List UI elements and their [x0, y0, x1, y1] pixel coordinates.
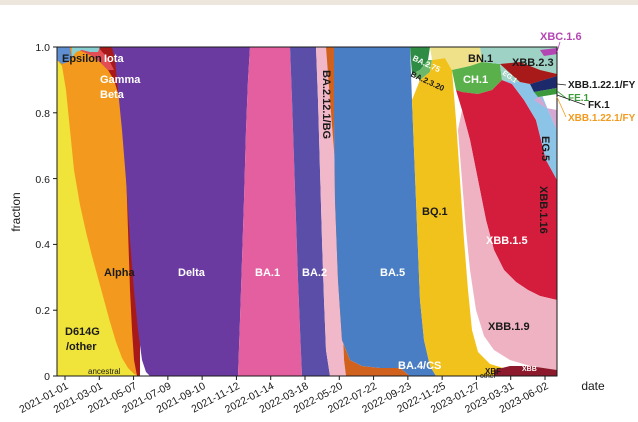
- y-tick-label: 0.2: [35, 305, 50, 317]
- label-ba2: BA.2: [302, 267, 327, 279]
- band-d614g-other: [57, 60, 140, 376]
- label-alpha: Alpha: [104, 267, 135, 279]
- label-eg5: EG.5: [539, 136, 551, 161]
- label-other-small: other: [480, 373, 497, 380]
- label-ba5: BA.5: [380, 267, 405, 279]
- y-tick-label: 0: [44, 371, 50, 383]
- band-delta: [112, 47, 250, 376]
- band-bn1: [430, 47, 482, 70]
- band-ba2: [282, 47, 330, 376]
- band-ba2121: [316, 47, 346, 376]
- label-xbf: XBF: [485, 367, 501, 376]
- label-fk1: FK.1: [588, 100, 610, 111]
- y-axis-title: fraction: [9, 192, 23, 231]
- label-bq1: BQ.1: [422, 206, 448, 218]
- label-epsilon: Epsilon: [62, 53, 102, 65]
- label-xbb1221-orange: XBB.1.22.1/FY: [568, 113, 636, 124]
- label-xbb15: XBB.1.5: [486, 235, 528, 247]
- y-tick-label: 0.6: [35, 174, 50, 186]
- label-ancestral: ancestral: [88, 367, 121, 376]
- band-eg1: [500, 62, 557, 84]
- top-border: [0, 0, 638, 5]
- band-ba5: [334, 47, 436, 376]
- band-ch1: [452, 62, 502, 94]
- label-delta: Delta: [178, 267, 206, 279]
- x-axis-title: date: [581, 379, 605, 393]
- band-eg5: [534, 96, 557, 130]
- label-xbb19: XBB.1.9: [488, 321, 530, 333]
- label-bn1: BN.1: [468, 53, 493, 65]
- label-ba4: BA.4/CS: [398, 360, 441, 372]
- label-ba1: BA.1: [255, 267, 280, 279]
- label-xbb23: XBB.2.3: [512, 57, 554, 69]
- label-xbc16: XBC.1.6: [540, 31, 582, 43]
- band-xbb-bottom: [494, 366, 557, 376]
- band-xbb15: [456, 80, 557, 300]
- band-xbb19: [458, 110, 557, 370]
- label-gamma: Gamma: [100, 74, 141, 86]
- y-tick-label: 1.0: [35, 42, 50, 54]
- y-tick-label: 0.8: [35, 108, 50, 120]
- band-epsilon: [57, 47, 72, 64]
- band-gamma: [70, 47, 114, 70]
- band-xbb1221: [530, 76, 557, 92]
- band-ba1: [238, 47, 302, 376]
- label-ch1: CH.1: [463, 74, 488, 86]
- label-xbb1221-navy: XBB.1.22.1/FY: [568, 80, 636, 91]
- label-fe1: FE.1: [568, 93, 590, 104]
- band-bq1: [412, 58, 557, 376]
- label-xbb: XBB: [522, 366, 537, 373]
- leader-lines: [556, 41, 586, 118]
- plot-frame: [56, 46, 558, 377]
- band-xbc16: [540, 48, 557, 56]
- label-xbb116: XBB.1.16: [537, 186, 549, 234]
- label-beta: Beta: [100, 89, 125, 101]
- band-ba275: [410, 47, 430, 74]
- x-axis: 2021-01-012021-03-012021-05-072021-07-09…: [17, 376, 551, 416]
- y-axis: 1.0 0.8 0.6 0.4 0.2 0: [35, 42, 57, 383]
- label-ba2121: BA.2.12.1/BG: [320, 70, 332, 139]
- y-tick-label: 0.4: [35, 239, 50, 251]
- area-bands: [57, 47, 557, 376]
- band-ba2320: [412, 60, 432, 80]
- label-d614g: D614G: [65, 326, 100, 338]
- band-iota: [72, 47, 100, 58]
- label-iota: Iota: [104, 53, 124, 65]
- band-fe1: [534, 88, 557, 97]
- label-other: /other: [66, 341, 97, 353]
